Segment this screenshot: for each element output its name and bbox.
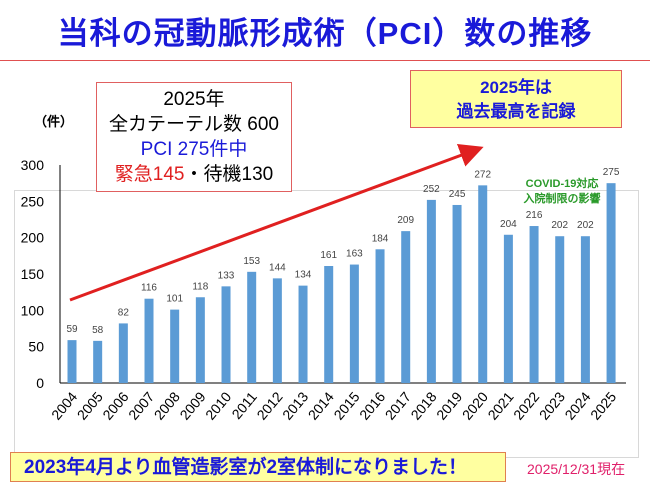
bar-2004 bbox=[67, 340, 77, 383]
title-divider bbox=[0, 60, 650, 61]
x-tick-label: 2014 bbox=[305, 388, 337, 422]
data-label: 58 bbox=[92, 325, 104, 336]
data-label: 275 bbox=[603, 167, 620, 178]
x-tick-label: 2010 bbox=[202, 388, 234, 422]
data-label: 144 bbox=[269, 262, 286, 273]
data-label: 272 bbox=[474, 169, 491, 180]
data-label: 163 bbox=[346, 249, 363, 260]
data-label: 252 bbox=[423, 184, 440, 195]
x-tick-label: 2022 bbox=[510, 388, 542, 422]
data-label: 118 bbox=[192, 281, 208, 292]
bar-2005 bbox=[93, 340, 103, 383]
bar-2006 bbox=[118, 323, 128, 383]
bar-2024 bbox=[580, 236, 590, 383]
x-tick-label: 2024 bbox=[561, 388, 593, 422]
x-tick-label: 2020 bbox=[459, 388, 491, 422]
data-label: 204 bbox=[500, 219, 517, 230]
x-tick-label: 2012 bbox=[253, 388, 285, 422]
record-line2: 過去最高を記録 bbox=[456, 102, 576, 121]
covid-note-line2: 入院制限の影響 bbox=[524, 191, 601, 205]
x-tick-label: 2017 bbox=[382, 388, 414, 422]
x-tick-label: 2019 bbox=[433, 388, 465, 422]
bar-2014 bbox=[324, 266, 334, 383]
y-tick-label: 200 bbox=[21, 230, 45, 246]
y-tick-label: 250 bbox=[21, 193, 45, 209]
as-of-date: 2025/12/31現在 bbox=[527, 461, 626, 477]
y-tick-label: 100 bbox=[21, 302, 45, 318]
x-tick-label: 2009 bbox=[176, 388, 208, 422]
data-label: 134 bbox=[295, 270, 312, 281]
x-tick-label: 2011 bbox=[228, 388, 260, 422]
bar-2022 bbox=[529, 226, 539, 383]
data-label: 202 bbox=[551, 220, 568, 231]
x-tick-label: 2007 bbox=[125, 388, 157, 422]
y-tick-label: 150 bbox=[21, 266, 45, 282]
data-label: 153 bbox=[243, 256, 260, 267]
x-tick-label: 2008 bbox=[151, 388, 183, 422]
bar-2018 bbox=[426, 199, 436, 383]
data-label: 133 bbox=[218, 270, 235, 281]
y-axis-unit: （件） bbox=[34, 114, 74, 129]
bar-2017 bbox=[401, 231, 411, 383]
covid-note-line1: COVID-19対応 bbox=[526, 176, 599, 190]
summary-pci: PCI 275件中 bbox=[140, 139, 248, 160]
bar-2012 bbox=[272, 278, 282, 383]
record-line1: 2025年は bbox=[480, 78, 552, 97]
y-tick-label: 50 bbox=[28, 339, 44, 355]
bottom-note: 2023年4月より血管造影室が2室体制になりました！ bbox=[10, 452, 506, 482]
x-tick-label: 2005 bbox=[74, 388, 106, 422]
bar-2016 bbox=[375, 249, 385, 383]
bar-2013 bbox=[298, 285, 308, 383]
data-label: 82 bbox=[118, 307, 130, 318]
bar-2007 bbox=[144, 298, 154, 383]
data-label: 245 bbox=[449, 189, 466, 200]
y-tick-label: 300 bbox=[21, 157, 45, 173]
x-tick-label: 2013 bbox=[279, 388, 311, 422]
x-tick-label: 2006 bbox=[99, 388, 131, 422]
data-label: 202 bbox=[577, 220, 594, 231]
x-tick-label: 2016 bbox=[356, 388, 388, 422]
data-label: 59 bbox=[66, 324, 78, 335]
x-tick-label: 2015 bbox=[330, 388, 362, 422]
bar-2011 bbox=[247, 271, 257, 383]
x-tick-label: 2021 bbox=[484, 388, 516, 422]
summary-breakdown: 緊急145・待機130 bbox=[97, 162, 291, 187]
bar-2008 bbox=[170, 309, 180, 383]
data-label: 101 bbox=[166, 294, 183, 305]
x-tick-label: 2004 bbox=[48, 388, 80, 422]
data-label: 216 bbox=[526, 210, 543, 221]
bar-2025 bbox=[606, 183, 616, 383]
summary-total: 全カテーテル数 600 bbox=[109, 114, 279, 135]
bar-2023 bbox=[555, 236, 565, 383]
elective-count: 待機130 bbox=[203, 164, 274, 185]
data-label: 209 bbox=[397, 215, 414, 226]
record-callout: 2025年は 過去最高を記録 bbox=[410, 70, 622, 128]
bar-2009 bbox=[195, 297, 205, 383]
summary-box: 2025年 全カテーテル数 600 PCI 275件中 緊急145・待機130 bbox=[96, 82, 292, 192]
emergency-count: 緊急145 bbox=[114, 164, 185, 185]
bar-2015 bbox=[349, 264, 359, 383]
trend-arrow bbox=[69, 143, 484, 302]
data-label: 116 bbox=[141, 283, 157, 294]
y-tick-label: 0 bbox=[36, 375, 44, 391]
data-label: 161 bbox=[320, 250, 337, 261]
page-title: 当科の冠動脈形成術（PCI）数の推移 bbox=[57, 16, 593, 51]
x-tick-label: 2023 bbox=[536, 388, 568, 422]
separator: ・ bbox=[184, 164, 204, 185]
bar-2021 bbox=[503, 234, 513, 383]
x-tick-label: 2018 bbox=[407, 388, 439, 422]
x-tick-label: 2025 bbox=[587, 388, 619, 422]
bar-2020 bbox=[478, 185, 488, 383]
summary-year: 2025年 bbox=[163, 89, 225, 110]
bar-2010 bbox=[221, 286, 231, 383]
bar-2019 bbox=[452, 204, 462, 383]
data-label: 184 bbox=[372, 233, 389, 244]
